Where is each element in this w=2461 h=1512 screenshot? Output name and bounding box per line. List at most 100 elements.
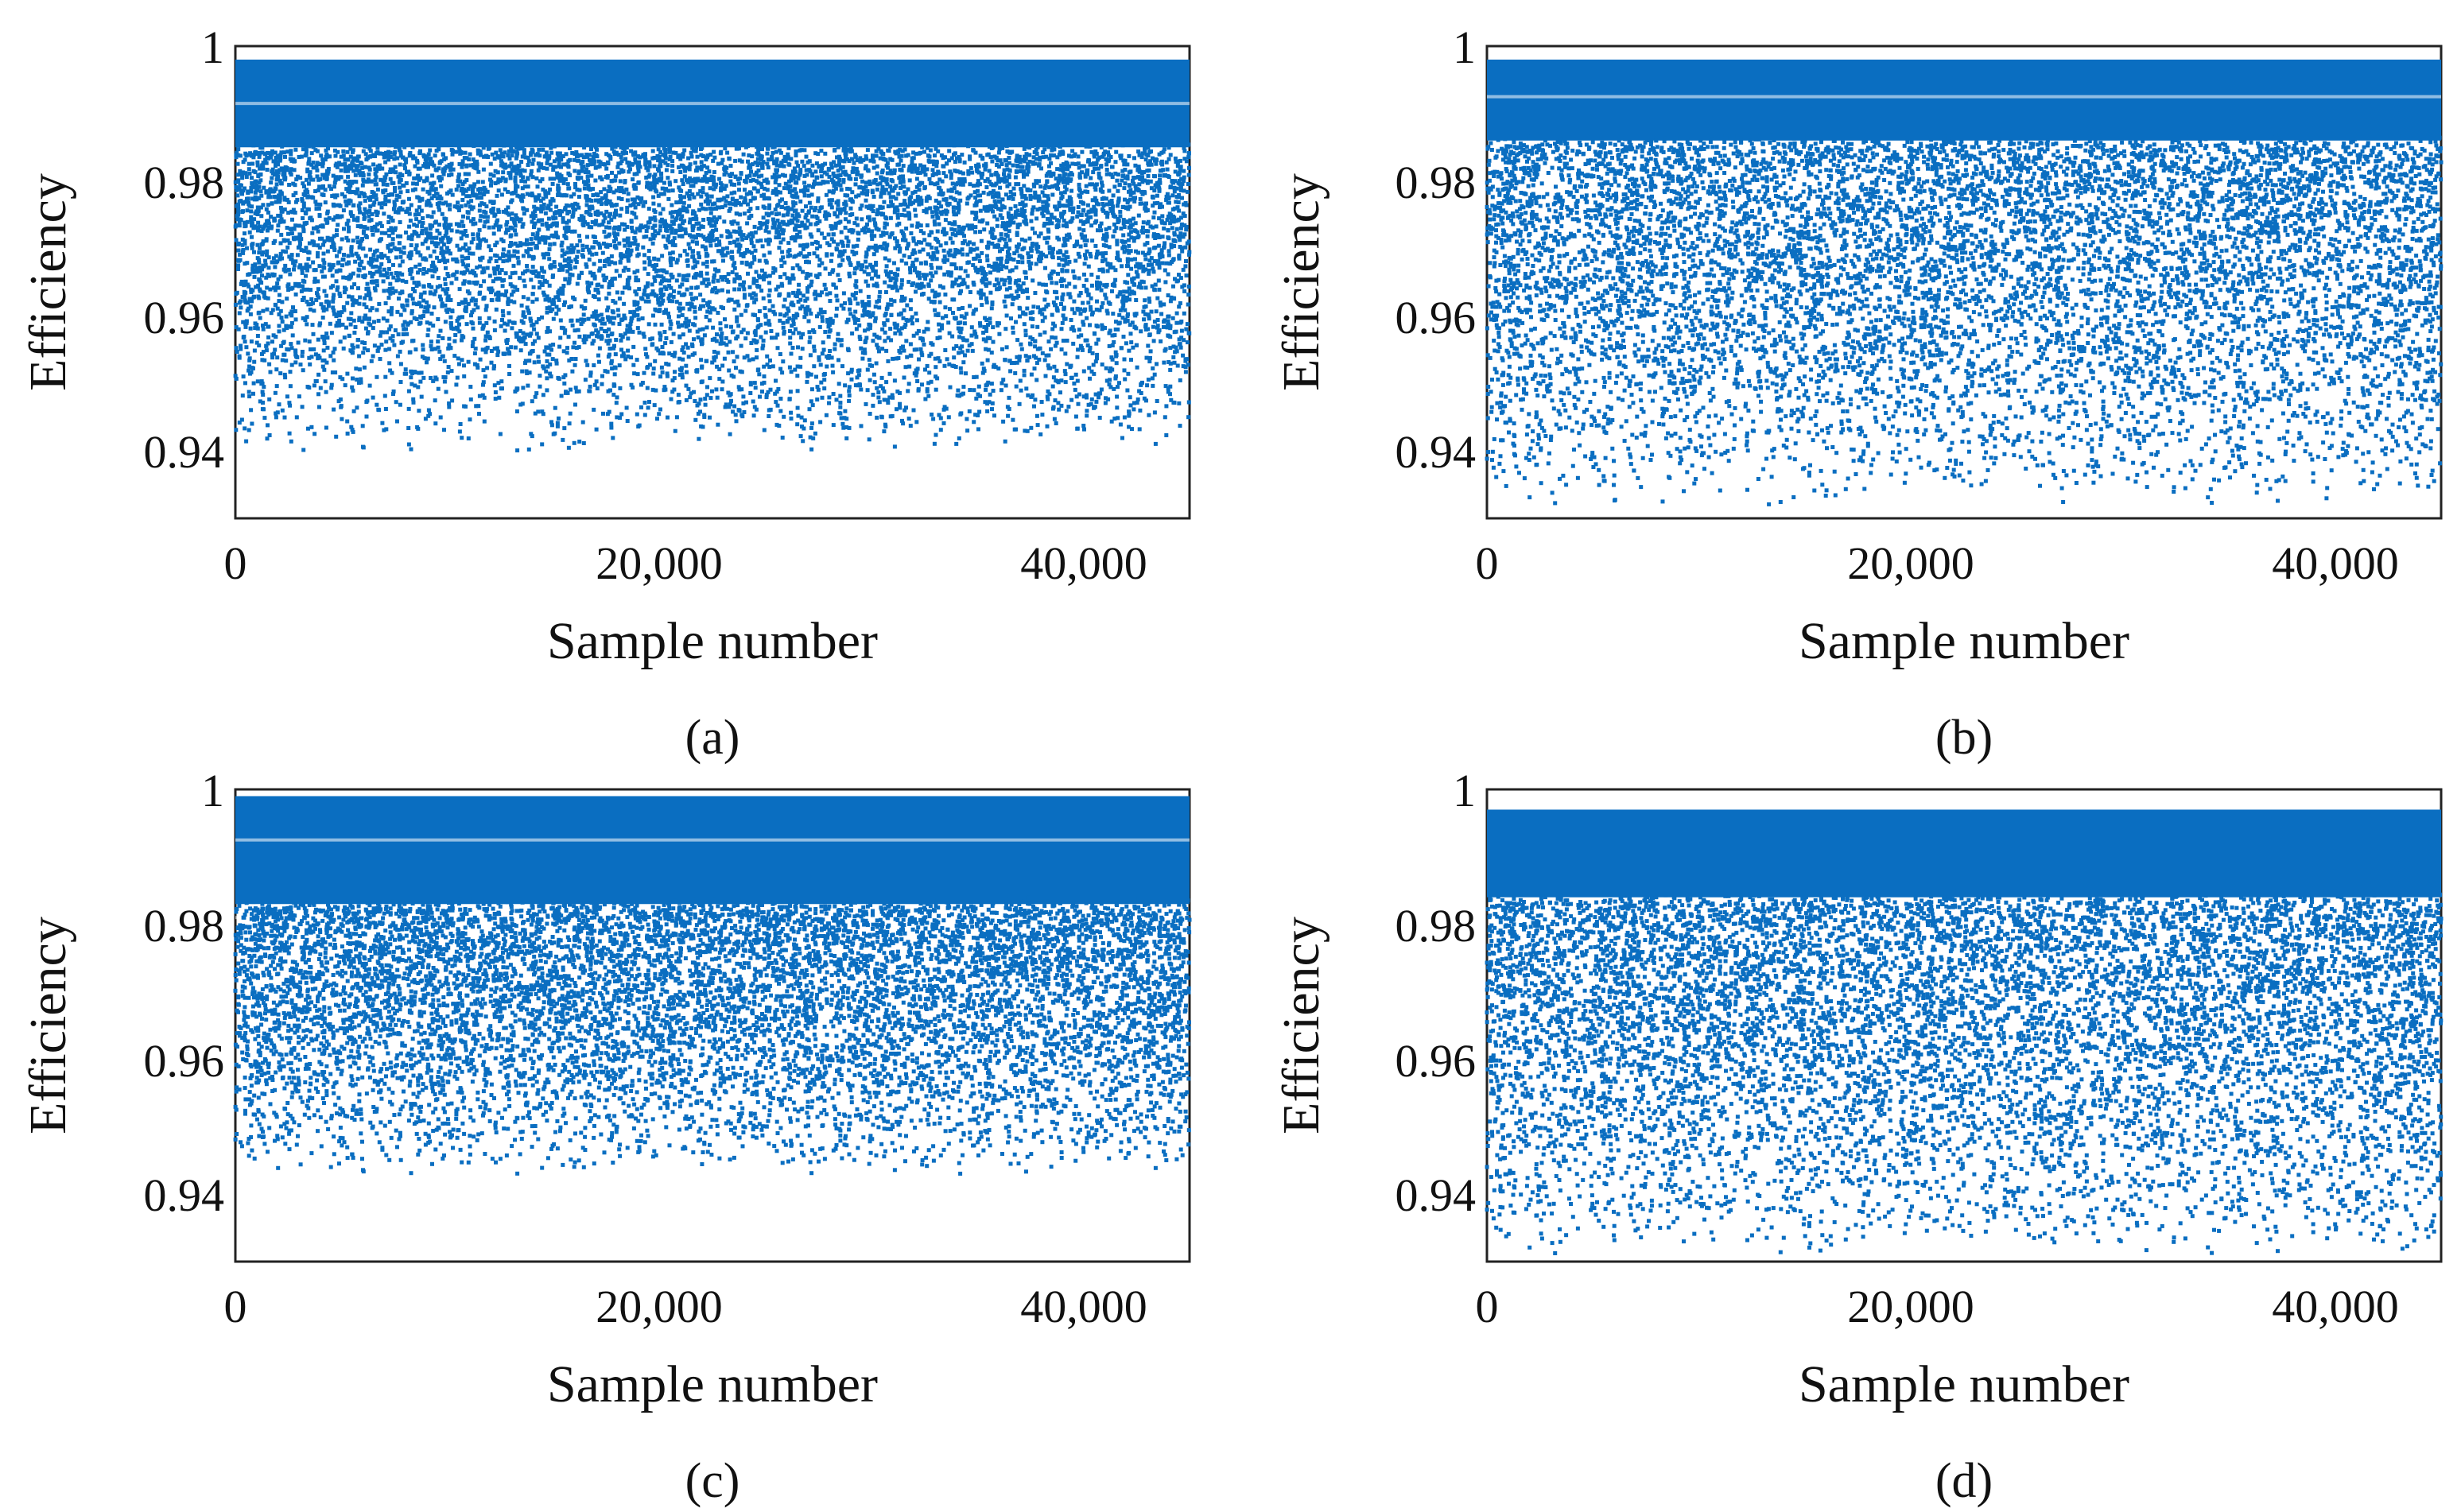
scatter-point [429, 157, 433, 161]
scatter-point [980, 176, 984, 180]
scatter-point [668, 154, 673, 159]
scatter-point [1125, 281, 1130, 285]
scatter-point [1084, 144, 1089, 149]
scatter-point [598, 258, 603, 263]
scatter-point [274, 254, 278, 258]
scatter-point [893, 281, 898, 285]
scatter-point [471, 217, 476, 222]
scatter-point [468, 417, 472, 422]
scatter-point [448, 298, 453, 302]
scatter-point [1104, 396, 1108, 401]
scatter-point [749, 213, 754, 218]
scatter-point [499, 293, 504, 297]
scatter-point [422, 179, 426, 184]
scatter-point [764, 274, 768, 279]
scatter-point [516, 146, 521, 151]
scatter-point [664, 168, 669, 173]
scatter-point [1000, 277, 1003, 282]
scatter-point [612, 239, 616, 243]
scatter-point [677, 400, 681, 404]
scatter-point [526, 159, 531, 164]
scatter-point [786, 306, 790, 311]
scatter-point [682, 174, 687, 179]
scatter-point [1168, 367, 1173, 372]
scatter-point [848, 312, 853, 316]
scatter-point [978, 230, 982, 235]
scatter-point [384, 339, 389, 344]
scatter-point [534, 331, 539, 336]
scatter-point [727, 405, 732, 409]
scatter-point [521, 386, 526, 390]
scatter-point [590, 341, 595, 346]
scatter-point [780, 436, 785, 440]
scatter-point [824, 413, 829, 417]
scatter-point [557, 377, 561, 382]
scatter-point [1097, 171, 1101, 176]
scatter-point [1013, 204, 1018, 208]
scatter-point [614, 150, 619, 155]
scatter-point [545, 364, 550, 369]
scatter-point [901, 421, 906, 426]
scatter-point [455, 243, 460, 248]
scatter-point [577, 234, 581, 238]
scatter-point [904, 227, 909, 231]
scatter-point [1118, 290, 1123, 295]
scatter-point [618, 386, 623, 390]
scatter-point [343, 179, 347, 184]
scatter-point [935, 250, 940, 254]
scatter-point [767, 230, 771, 235]
scatter-point [749, 169, 753, 174]
scatter-point [234, 346, 239, 351]
scatter-point [466, 172, 471, 176]
scatter-point [895, 407, 899, 412]
scatter-point [413, 156, 417, 161]
scatter-point [608, 243, 612, 247]
scatter-point [568, 411, 573, 416]
scatter-point [280, 144, 285, 149]
scatter-point [1171, 214, 1175, 219]
scatter-point [894, 285, 899, 289]
scatter-point [990, 265, 995, 269]
scatter-point [751, 399, 755, 404]
scatter-point [634, 215, 639, 220]
scatter-point [579, 304, 584, 308]
scatter-point [421, 375, 426, 380]
scatter-point [647, 161, 652, 166]
scatter-point [1067, 235, 1072, 240]
scatter-point [813, 240, 818, 244]
scatter-point [492, 328, 497, 332]
scatter-point [1018, 169, 1023, 173]
scatter-point [1077, 328, 1081, 332]
scatter-point [306, 250, 311, 255]
scatter-point [263, 258, 268, 263]
scatter-point [299, 154, 304, 159]
scatter-point [301, 298, 305, 302]
scatter-point [1088, 144, 1093, 149]
scatter-point [584, 153, 589, 157]
scatter-point [310, 323, 315, 328]
scatter-point [443, 219, 448, 224]
scatter-point [499, 379, 504, 384]
scatter-point [573, 340, 576, 345]
scatter-point [514, 153, 519, 158]
scatter-point [1120, 264, 1124, 269]
scatter-point [369, 359, 374, 363]
scatter-point [1151, 366, 1155, 370]
scatter-point [520, 224, 525, 229]
scatter-point [818, 420, 823, 425]
scatter-point [442, 359, 447, 363]
scatter-point [332, 358, 336, 362]
scatter-point [460, 338, 464, 343]
scatter-point [809, 205, 813, 210]
scatter-point [1115, 394, 1120, 399]
scatter-point [1054, 378, 1058, 383]
scatter-point [840, 258, 845, 262]
scatter-point [289, 167, 293, 172]
scatter-point [619, 255, 623, 260]
scatter-point [723, 317, 727, 322]
scatter-point [1077, 276, 1081, 281]
scatter-point [874, 261, 879, 265]
scatter-point [1058, 390, 1062, 395]
scatter-point [378, 333, 382, 338]
scatter-point [825, 180, 830, 184]
